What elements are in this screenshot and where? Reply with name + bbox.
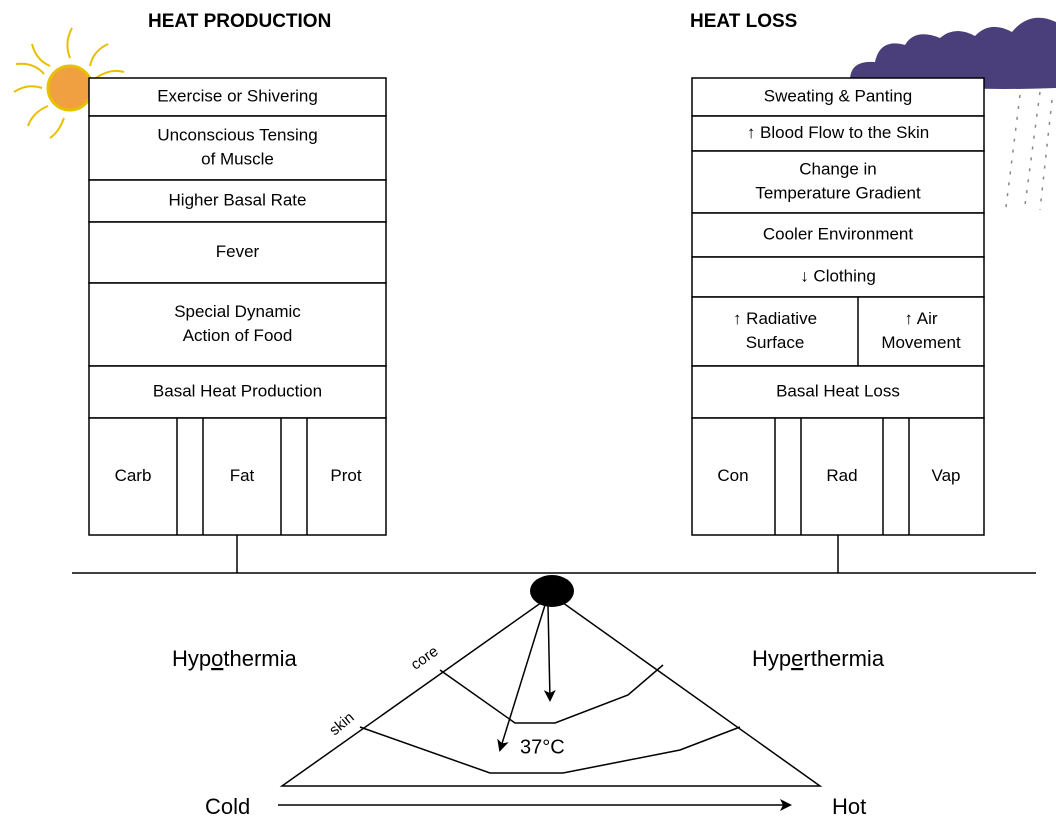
core-label: core [408, 643, 442, 674]
box-label: Cooler Environment [763, 224, 914, 243]
box [691, 417, 985, 536]
component-label: Fat [230, 466, 255, 485]
box-label: Movement [881, 333, 961, 352]
box-label: Basal Heat Loss [776, 381, 900, 400]
box-label: Sweating & Panting [764, 86, 912, 105]
box-label: Fever [216, 242, 260, 261]
box-label: Basal Heat Production [153, 381, 322, 400]
box-label: ↑ Blood Flow to the Skin [747, 123, 929, 142]
box [691, 365, 985, 419]
box-label: Action of Food [183, 326, 293, 345]
box-label: Higher Basal Rate [169, 190, 307, 209]
component-label: Con [717, 466, 748, 485]
core-arrow [543, 604, 556, 702]
title: HEAT LOSS [690, 11, 797, 32]
box-label: Unconscious Tensing [157, 125, 317, 144]
box [691, 150, 985, 214]
box [691, 296, 985, 367]
box [88, 77, 387, 117]
component-label: Rad [826, 466, 857, 485]
box [88, 417, 387, 536]
skin-line [359, 726, 741, 774]
box-label: Surface [746, 333, 805, 352]
component-label: Vap [932, 466, 961, 485]
box [88, 282, 387, 367]
skin-arrow [497, 604, 546, 752]
box [691, 77, 985, 117]
box [88, 221, 387, 284]
temperature: 37°C [520, 736, 565, 758]
box-label: Temperature Gradient [755, 183, 921, 202]
core-line [439, 664, 664, 724]
scale-triangle [279, 594, 823, 787]
box-label: Exercise or Shivering [157, 86, 318, 105]
box [691, 212, 985, 258]
box [88, 115, 387, 181]
box [88, 365, 387, 419]
hyperthermia: Hyperthermia [752, 646, 885, 671]
cold: Cold [205, 794, 250, 819]
box-label: ↑ Air [904, 309, 937, 328]
hypothermia: Hypothermia [172, 646, 297, 671]
box-label: ↑ Radiative [733, 309, 817, 328]
box [88, 179, 387, 223]
box-label: Change in [799, 159, 877, 178]
hot: Hot [832, 794, 866, 819]
title: HEAT PRODUCTION [148, 11, 331, 32]
box [691, 256, 985, 298]
box-label: ↓ Clothing [800, 266, 876, 285]
component-label: Prot [330, 466, 361, 485]
pivot [530, 575, 574, 607]
component-label: Carb [115, 466, 152, 485]
cloud [850, 17, 1056, 216]
box [691, 115, 985, 152]
skin-label: skin [326, 709, 357, 739]
box-label: of Muscle [201, 149, 274, 168]
box-label: Special Dynamic [174, 302, 301, 321]
